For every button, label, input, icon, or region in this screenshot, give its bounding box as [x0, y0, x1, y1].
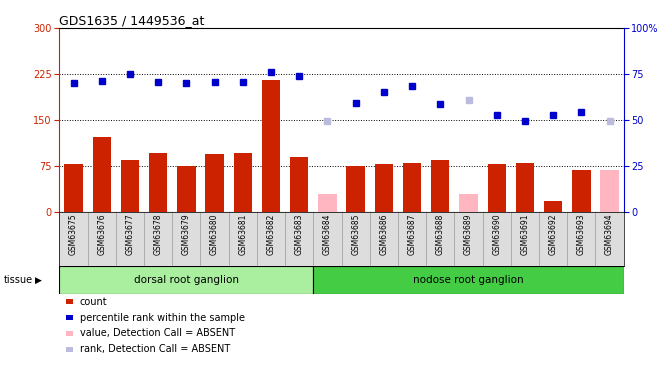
- Text: GSM63686: GSM63686: [379, 213, 388, 255]
- Bar: [459, 194, 478, 212]
- Text: GSM63683: GSM63683: [295, 213, 304, 255]
- Text: GSM63694: GSM63694: [605, 213, 614, 255]
- Text: GSM63688: GSM63688: [436, 213, 445, 255]
- Text: GSM63692: GSM63692: [548, 213, 558, 255]
- Bar: [544, 201, 562, 212]
- Text: GSM63690: GSM63690: [492, 213, 501, 255]
- Bar: [488, 164, 506, 212]
- Bar: [511, 212, 539, 266]
- Text: GSM63682: GSM63682: [267, 213, 275, 255]
- Text: GSM63679: GSM63679: [182, 213, 191, 255]
- Bar: [572, 170, 591, 212]
- Bar: [121, 160, 139, 212]
- Bar: [318, 194, 337, 212]
- Text: GSM63691: GSM63691: [521, 213, 529, 255]
- Bar: [595, 212, 624, 266]
- Bar: [177, 166, 195, 212]
- Text: GSM63675: GSM63675: [69, 213, 78, 255]
- Text: nodose root ganglion: nodose root ganglion: [413, 275, 524, 285]
- Bar: [431, 160, 449, 212]
- Bar: [172, 212, 201, 266]
- Text: GSM63693: GSM63693: [577, 213, 586, 255]
- Bar: [539, 212, 568, 266]
- Bar: [398, 212, 426, 266]
- Bar: [515, 163, 534, 212]
- Text: GSM63689: GSM63689: [464, 213, 473, 255]
- Bar: [59, 266, 314, 294]
- Bar: [116, 212, 144, 266]
- Bar: [403, 163, 421, 212]
- Bar: [375, 164, 393, 212]
- Bar: [205, 154, 224, 212]
- Bar: [314, 266, 624, 294]
- Bar: [228, 212, 257, 266]
- Bar: [285, 212, 314, 266]
- Bar: [454, 212, 482, 266]
- Bar: [64, 164, 82, 212]
- Bar: [370, 212, 398, 266]
- Bar: [482, 212, 511, 266]
- Bar: [234, 153, 252, 212]
- Text: GDS1635 / 1449536_at: GDS1635 / 1449536_at: [59, 14, 205, 27]
- Bar: [314, 212, 342, 266]
- Text: count: count: [80, 297, 108, 307]
- Text: GSM63684: GSM63684: [323, 213, 332, 255]
- Text: GSM63677: GSM63677: [125, 213, 135, 255]
- Bar: [59, 212, 88, 266]
- Bar: [601, 170, 619, 212]
- Bar: [567, 212, 595, 266]
- Text: GSM63681: GSM63681: [238, 213, 248, 255]
- Text: GSM63680: GSM63680: [210, 213, 219, 255]
- Bar: [201, 212, 228, 266]
- Bar: [257, 212, 285, 266]
- Bar: [149, 153, 168, 212]
- Text: rank, Detection Call = ABSENT: rank, Detection Call = ABSENT: [80, 344, 230, 354]
- Text: value, Detection Call = ABSENT: value, Detection Call = ABSENT: [80, 328, 235, 338]
- Text: percentile rank within the sample: percentile rank within the sample: [80, 313, 245, 322]
- Bar: [342, 212, 370, 266]
- Bar: [92, 137, 111, 212]
- Bar: [290, 157, 308, 212]
- Bar: [346, 166, 365, 212]
- Text: GSM63685: GSM63685: [351, 213, 360, 255]
- Text: tissue: tissue: [3, 275, 32, 285]
- Text: ▶: ▶: [35, 276, 42, 285]
- Text: GSM63676: GSM63676: [97, 213, 106, 255]
- Bar: [262, 80, 280, 212]
- Text: GSM63687: GSM63687: [408, 213, 416, 255]
- Text: dorsal root ganglion: dorsal root ganglion: [134, 275, 239, 285]
- Bar: [88, 212, 116, 266]
- Bar: [144, 212, 172, 266]
- Text: GSM63678: GSM63678: [154, 213, 162, 255]
- Bar: [426, 212, 454, 266]
